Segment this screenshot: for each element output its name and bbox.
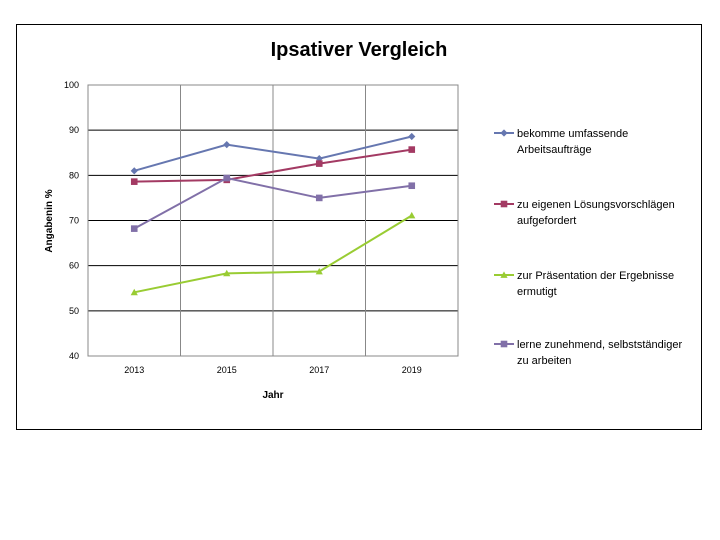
legend: bekomme umfassende Arbeitsaufträge zu eige… [494, 128, 682, 367]
series-4 [130, 174, 416, 232]
legend-item-1: bekomme umfassende Arbeitsaufträge [494, 128, 628, 156]
data-point [408, 132, 416, 141]
legend-label: bekomme umfassende [517, 128, 628, 140]
data-point [315, 160, 323, 167]
x-tick-label: 2015 [217, 365, 237, 375]
series-line [133, 135, 412, 172]
data-point [408, 211, 416, 219]
chart-svg: Ipsativer Vergleich 40 50 60 70 80 90 100 2013 2… [44, 39, 682, 401]
x-tick-label: 2013 [124, 365, 144, 375]
legend-label: lerne zunehmend, selbstständiger [517, 339, 682, 351]
legend-label: ermutigt [517, 286, 557, 298]
chart-title: Ipsativer Vergleich [271, 39, 448, 61]
y-tick-label: 100 [64, 80, 79, 90]
y-tick-label: 40 [69, 351, 79, 361]
plot-area: 40 50 60 70 80 90 100 2013 2015 2017 2019 [64, 80, 459, 375]
data-point [408, 182, 416, 190]
legend-item-4: lerne zunehmend, selbstständiger zu arbei… [494, 339, 682, 367]
y-tick-label: 70 [69, 216, 79, 226]
legend-swatch-marker [500, 271, 508, 278]
series-line [134, 148, 412, 183]
series-1 [130, 132, 416, 175]
y-axis-label: Angabenin % [44, 189, 55, 252]
legend-label: zu arbeiten [517, 355, 571, 367]
legend-item-3: zur Präsentation der Ergebnisse ermutigt [494, 270, 674, 298]
plot-border [87, 84, 459, 357]
data-point [315, 194, 323, 202]
legend-label: zur Präsentation der Ergebnisse [517, 270, 674, 282]
y-tick-label: 50 [69, 306, 79, 316]
data-point [408, 146, 416, 153]
data-point [130, 167, 138, 175]
data-point [130, 288, 138, 296]
y-tick-label: 80 [69, 170, 79, 180]
x-tick-label: 2017 [309, 365, 329, 375]
x-axis-label: Jahr [262, 390, 283, 401]
x-tick-label: 2019 [402, 365, 422, 375]
legend-label: zu eigenen Lösungsvorschlägen [517, 199, 675, 211]
series-line [133, 176, 412, 230]
chart-frame: Ipsativer Vergleich 40 50 60 70 80 90 100 2013 2… [16, 24, 702, 430]
data-point [223, 141, 231, 149]
data-point [130, 178, 138, 185]
data-point [315, 267, 323, 275]
legend-swatch-marker [500, 200, 508, 208]
legend-item-2: zu eigenen Lösungsvorschlägen aufgeforder… [494, 199, 675, 227]
data-point [130, 225, 138, 232]
legend-swatch-marker [500, 129, 508, 137]
y-tick-label: 60 [69, 261, 79, 271]
y-tick-label: 90 [69, 125, 79, 135]
series-3 [130, 211, 416, 296]
data-point [223, 174, 231, 182]
series-line [134, 214, 413, 294]
legend-label: Arbeitsaufträge [517, 144, 592, 156]
legend-swatch-marker [500, 340, 508, 348]
data-point [223, 269, 231, 277]
legend-label: aufgefordert [517, 215, 576, 227]
